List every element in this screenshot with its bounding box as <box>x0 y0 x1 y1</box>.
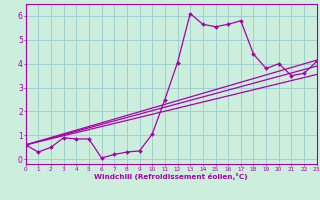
X-axis label: Windchill (Refroidissement éolien,°C): Windchill (Refroidissement éolien,°C) <box>94 173 248 180</box>
